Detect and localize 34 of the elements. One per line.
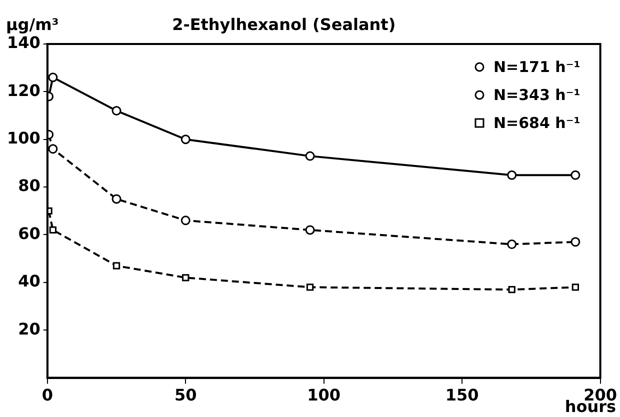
point [508,286,516,294]
point [112,106,122,116]
point [180,216,190,226]
point [306,284,314,291]
point [49,226,57,234]
point [572,284,579,291]
legend-label: N=171 h⁻¹ [493,58,580,76]
point [305,151,315,161]
x-tick-label: 100 [307,386,341,405]
legend-label: N=684 h⁻¹ [493,114,580,132]
y-axis-title: µg/m³ [6,15,59,34]
legend-label: N=343 h⁻¹ [493,86,580,104]
point [48,72,58,82]
y-tick-label: 140 [6,33,40,52]
y-tick-label: 80 [18,176,40,196]
point [507,240,517,250]
point [48,144,58,154]
point [570,237,580,247]
point [180,134,190,144]
y-tick-label: 40 [18,272,40,291]
y-tick-label: 120 [6,80,40,100]
point [305,225,315,235]
x-tick-label: 150 [445,386,479,405]
point [570,170,580,180]
y-tick-label: 100 [6,128,40,148]
x-tick-label: 50 [174,386,197,405]
y-tick-label: 60 [18,224,40,243]
y-tick-label: 20 [18,319,40,338]
point [112,262,120,270]
chart-title: 2-Ethylhexanol (Sealant) [172,15,396,34]
x-tick-label: 0 [42,386,53,405]
point [182,274,190,282]
point [112,194,122,204]
point [507,170,517,180]
